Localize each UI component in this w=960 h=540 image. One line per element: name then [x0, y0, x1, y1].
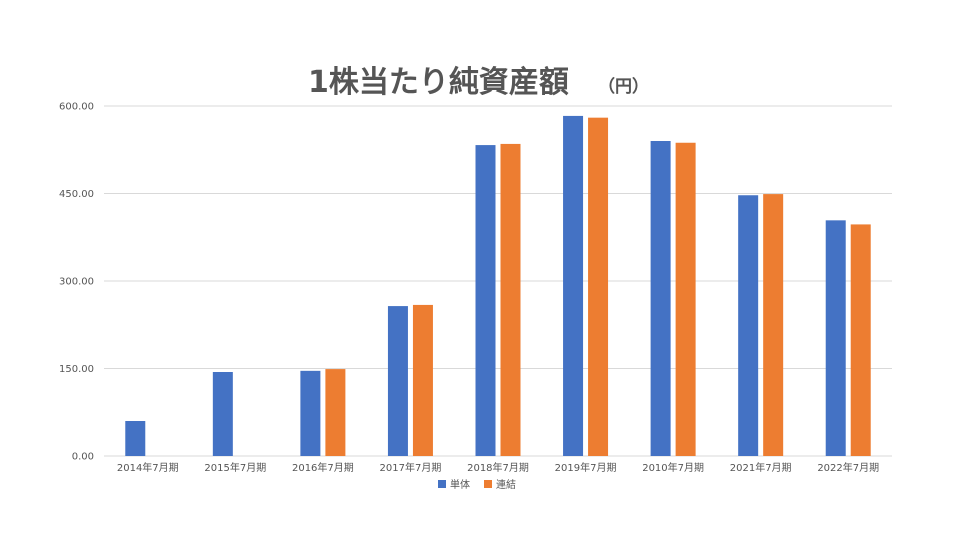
chart-title-unit: （円）: [598, 76, 649, 97]
bar-tantai: [563, 115, 584, 457]
bar-tantai: [738, 195, 759, 456]
bars: [125, 115, 871, 457]
bar-tantai: [387, 306, 408, 456]
bar-tantai: [475, 145, 496, 457]
legend-swatch: [438, 480, 446, 488]
y-tick-label: 600.00: [59, 102, 94, 113]
x-axis-ticks: 2014年7月期 2015年7月期 2016年7月期 2017年7月期 2018年7月期…: [117, 461, 879, 474]
bar-renketsu: [675, 142, 696, 456]
y-tick-label: 150.00: [59, 364, 94, 375]
x-tick-label: 2017年7月期: [380, 461, 442, 474]
bar-renketsu: [325, 369, 346, 456]
bar-tantai: [825, 220, 846, 456]
x-tick-label: 2022年7月期: [817, 461, 879, 474]
bar-tantai: [125, 421, 146, 456]
y-tick-label: 300.00: [59, 277, 94, 288]
y-axis-ticks: 0.00 150.00 300.00 450.00 600.00: [59, 102, 94, 463]
legend: 単体 連結: [438, 478, 516, 491]
bar-tantai: [650, 141, 671, 456]
chart-title-text: 1株当たり純資産額: [308, 65, 569, 100]
y-tick-label: 450.00: [59, 189, 94, 200]
x-tick-label: 2018年7月期: [467, 461, 529, 474]
bar-tantai: [212, 372, 233, 456]
gridlines: [104, 105, 892, 457]
bar-renketsu: [588, 117, 609, 457]
bar-tantai: [300, 370, 321, 456]
legend-swatch: [484, 480, 492, 488]
x-tick-label: 2014年7月期: [117, 461, 179, 474]
chart-title: 1株当たり純資産額 （円）: [308, 65, 649, 100]
bar-renketsu: [763, 194, 784, 457]
x-tick-label: 2021年7月期: [730, 461, 792, 474]
bar-renketsu: [412, 304, 433, 456]
x-tick-label: 2019年7月期: [555, 461, 617, 474]
legend-label: 連結: [496, 478, 516, 491]
bar-renketsu: [850, 224, 871, 456]
x-tick-label: 2015年7月期: [204, 461, 266, 474]
legend-label: 単体: [450, 478, 470, 491]
x-tick-label: 2016年7月期: [292, 461, 354, 474]
y-tick-label: 0.00: [72, 452, 94, 463]
x-tick-label: 2010年7月期: [642, 461, 704, 474]
bar-renketsu: [500, 143, 521, 456]
